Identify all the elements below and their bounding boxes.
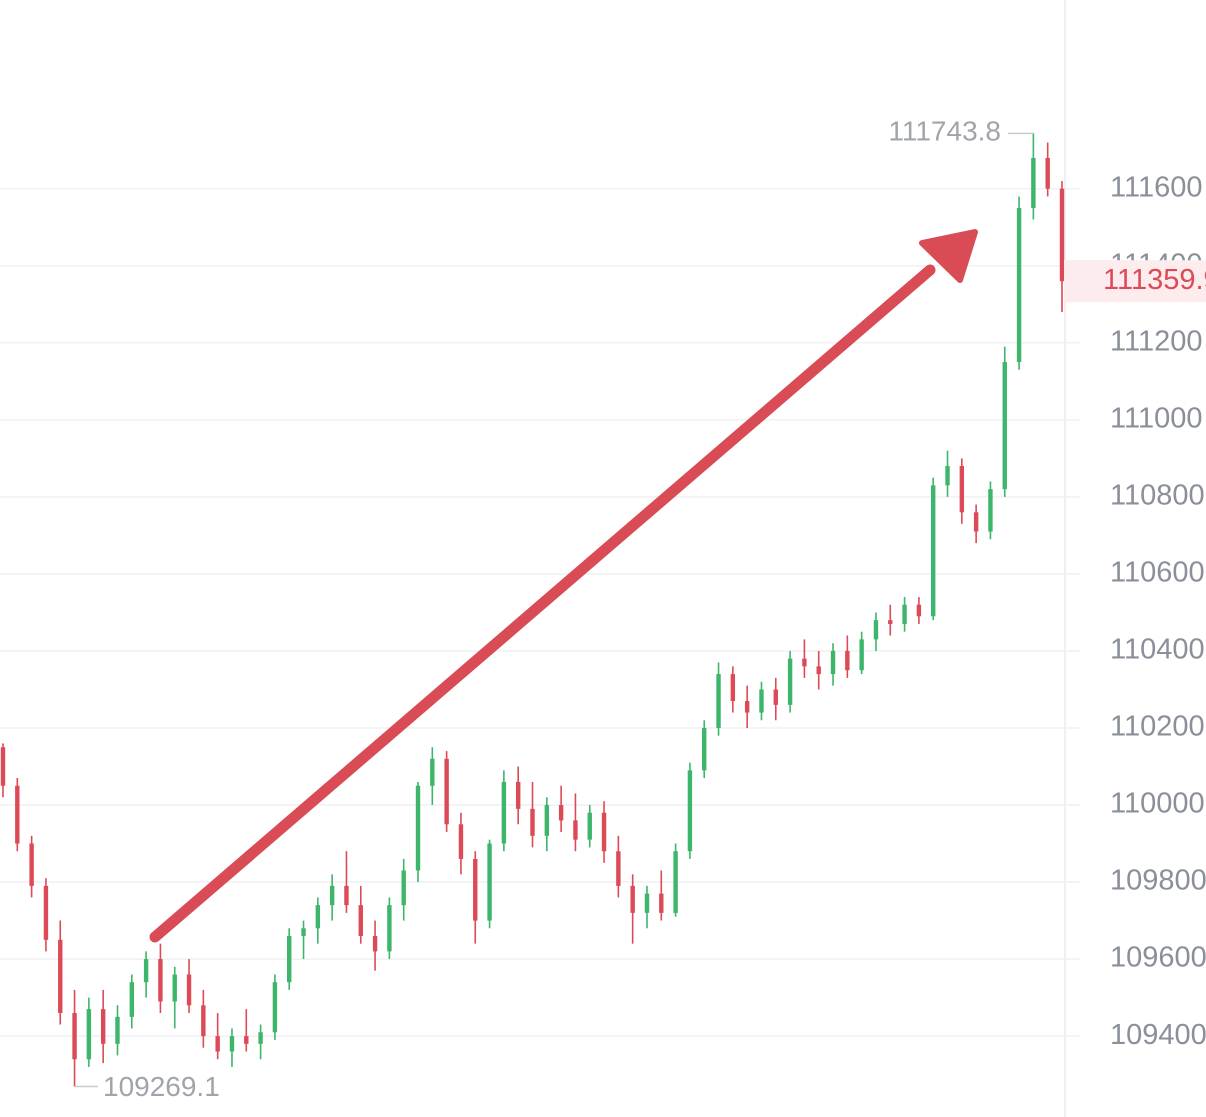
labels: 109400 109600 109800 110000 110200 110400 1106… — [74, 116, 1206, 1102]
y-tick-label: 111600 — [1110, 171, 1202, 203]
candle-body — [487, 843, 492, 921]
y-tick-label: 111200 — [1110, 325, 1202, 357]
candle-body — [515, 781, 521, 809]
candle-body — [1059, 188, 1065, 282]
candle-body — [988, 489, 993, 532]
candle-body — [172, 974, 177, 1002]
candle-body — [143, 959, 149, 983]
y-tick-label: 109800 — [1110, 865, 1206, 897]
candle-body — [702, 727, 707, 771]
candle-body — [931, 485, 936, 617]
trend-arrow — [149, 229, 978, 943]
candle-body — [301, 928, 306, 936]
candle-body — [430, 758, 435, 786]
candle-body — [687, 770, 693, 852]
candle-body — [601, 812, 607, 852]
y-tick-label: 109600 — [1110, 942, 1206, 974]
candle-body — [473, 858, 478, 921]
candle-body — [1016, 207, 1022, 363]
candle-body — [802, 658, 807, 667]
candle-body — [1031, 157, 1036, 208]
candle-body — [544, 805, 550, 836]
candle-body — [787, 658, 793, 705]
candle-body — [973, 512, 979, 532]
candle-body — [659, 893, 664, 913]
candle-body — [830, 650, 836, 675]
candle-body — [43, 885, 49, 940]
y-tick-label: 110200 — [1110, 711, 1205, 743]
candle-body — [1045, 157, 1050, 189]
candle-body — [258, 1032, 263, 1044]
candle-body — [587, 812, 592, 840]
candle-body — [616, 851, 621, 886]
candle-body — [573, 820, 578, 840]
candle-body — [15, 785, 20, 844]
candle-body — [58, 939, 63, 1014]
candle-body — [759, 689, 764, 713]
candle-body — [501, 781, 507, 844]
candle-body — [730, 674, 736, 702]
candle-body — [1002, 362, 1007, 490]
candle-body — [630, 885, 635, 913]
candle-body — [945, 466, 950, 486]
grid — [0, 187, 1080, 1037]
candle-body — [845, 650, 850, 671]
candle-body — [444, 758, 449, 825]
candle-body — [773, 689, 778, 705]
candle-body — [100, 1009, 106, 1044]
candle-body — [372, 935, 378, 952]
low-label: 109269.1 — [103, 1071, 220, 1102]
last-price-box — [1064, 260, 1206, 303]
candle-body — [272, 982, 278, 1033]
candle-body — [644, 893, 650, 913]
candle-body — [186, 974, 192, 1006]
candle-body — [0, 747, 6, 786]
candle-body — [344, 885, 349, 906]
candle-body — [415, 785, 421, 871]
candle-body — [716, 674, 721, 728]
y-tick-label: 109400 — [1110, 1019, 1206, 1051]
y-tick-label: 111000 — [1110, 402, 1202, 434]
candle-body — [401, 870, 406, 906]
y-tick-label: 110600 — [1110, 557, 1205, 589]
y-tick-label: 110800 — [1110, 480, 1205, 512]
arrow-shaft — [149, 264, 936, 943]
high-label: 111743.8 — [888, 116, 1001, 147]
candle-body — [744, 701, 750, 713]
candle-body — [86, 1009, 92, 1060]
candle-body — [287, 935, 292, 983]
candle-body — [859, 639, 864, 671]
candle-body — [244, 1036, 249, 1044]
candle-body — [458, 824, 464, 859]
candle-body — [229, 1036, 235, 1052]
candle-body — [873, 620, 879, 640]
candle-body — [959, 466, 965, 513]
candle-body — [916, 604, 922, 617]
candle-body — [888, 620, 893, 624]
candle-body — [816, 666, 821, 675]
y-tick-label: 110000 — [1110, 788, 1205, 820]
candle-body — [387, 905, 392, 952]
y-tick-label: 110400 — [1110, 634, 1205, 666]
candle-body — [215, 1036, 220, 1052]
candle-body — [558, 805, 564, 821]
candles — [0, 133, 1065, 1087]
candle-body — [902, 604, 907, 624]
candle-body — [201, 1005, 206, 1037]
candle-body — [72, 1013, 77, 1060]
candle-body — [129, 982, 134, 1017]
candle-body — [673, 851, 678, 913]
candle-body — [530, 808, 535, 836]
arrow-head — [919, 229, 978, 283]
candle-body — [29, 843, 34, 886]
candle-body — [358, 905, 363, 936]
candle-body — [115, 1016, 120, 1044]
last-price-label: 111359.9 — [1103, 264, 1206, 296]
candle-body — [158, 959, 163, 1002]
candle-body — [329, 885, 335, 906]
candle-body — [315, 905, 321, 929]
